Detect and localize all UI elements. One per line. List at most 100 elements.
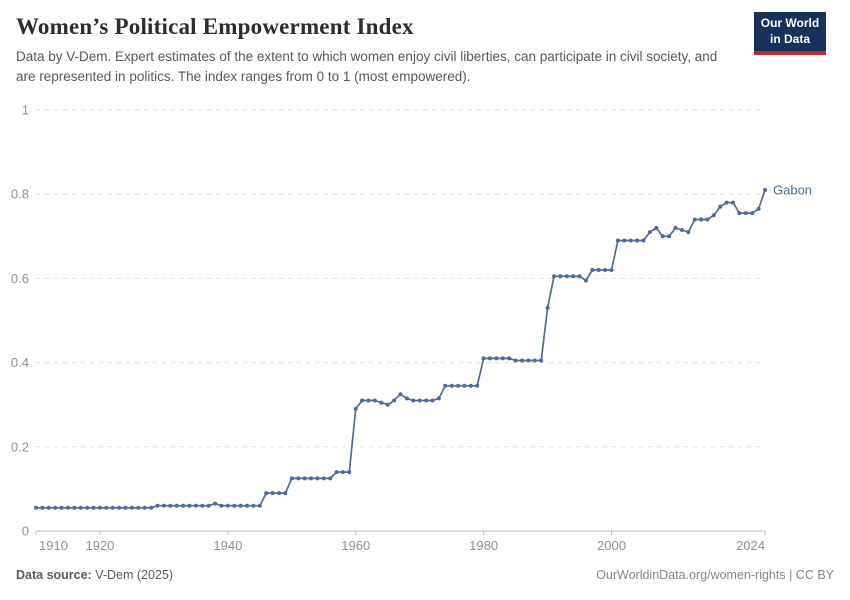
data-point[interactable] xyxy=(321,476,326,481)
data-point[interactable] xyxy=(692,217,697,222)
data-point[interactable] xyxy=(654,225,659,230)
data-point[interactable] xyxy=(404,396,409,401)
data-point[interactable] xyxy=(379,400,384,405)
data-point[interactable] xyxy=(245,503,249,508)
data-point[interactable] xyxy=(174,503,179,508)
data-point[interactable] xyxy=(251,503,256,508)
data-point[interactable] xyxy=(117,505,122,510)
data-point[interactable] xyxy=(475,383,480,388)
data-point[interactable] xyxy=(161,503,166,508)
data-point[interactable] xyxy=(193,503,198,508)
data-point[interactable] xyxy=(302,476,307,481)
data-point[interactable] xyxy=(155,503,160,508)
data-point[interactable] xyxy=(78,505,83,510)
data-point[interactable] xyxy=(424,398,429,403)
data-point[interactable] xyxy=(200,503,205,508)
data-point[interactable] xyxy=(743,211,748,216)
data-point[interactable] xyxy=(711,213,716,218)
data-point[interactable] xyxy=(724,200,729,205)
data-point[interactable] xyxy=(97,505,102,510)
data-point[interactable] xyxy=(526,358,531,363)
data-point[interactable] xyxy=(647,230,652,235)
data-point[interactable] xyxy=(123,505,128,510)
data-point[interactable] xyxy=(232,503,237,508)
data-point[interactable] xyxy=(456,383,461,388)
data-point[interactable] xyxy=(520,358,524,363)
data-point[interactable] xyxy=(756,206,761,211)
data-point[interactable] xyxy=(718,204,723,209)
data-point[interactable] xyxy=(206,503,211,508)
data-point[interactable] xyxy=(564,274,569,279)
data-point[interactable] xyxy=(309,476,313,481)
data-point[interactable] xyxy=(34,505,38,510)
data-point[interactable] xyxy=(110,505,115,510)
data-point[interactable] xyxy=(679,228,684,232)
data-point[interactable] xyxy=(328,476,333,481)
data-point[interactable] xyxy=(334,470,339,475)
data-point[interactable] xyxy=(545,305,550,310)
data-point[interactable] xyxy=(513,358,518,363)
data-point[interactable] xyxy=(417,398,422,403)
data-point[interactable] xyxy=(219,503,224,508)
data-point[interactable] xyxy=(59,505,64,510)
data-point[interactable] xyxy=(257,503,262,508)
data-point[interactable] xyxy=(699,217,704,222)
data-point[interactable] xyxy=(532,358,537,363)
data-point[interactable] xyxy=(142,505,147,510)
data-point[interactable] xyxy=(187,503,192,508)
data-point[interactable] xyxy=(283,491,288,496)
data-point[interactable] xyxy=(583,278,588,283)
data-point[interactable] xyxy=(129,505,134,510)
data-point[interactable] xyxy=(372,398,377,403)
data-point[interactable] xyxy=(673,225,678,230)
data-point[interactable] xyxy=(622,238,627,243)
data-point[interactable] xyxy=(411,398,416,403)
data-point[interactable] xyxy=(596,268,601,272)
data-point[interactable] xyxy=(46,505,51,510)
data-point[interactable] xyxy=(353,406,358,411)
data-point[interactable] xyxy=(443,383,448,388)
data-point[interactable] xyxy=(539,358,544,363)
data-point[interactable] xyxy=(289,476,294,481)
data-point[interactable] xyxy=(737,211,742,216)
data-point[interactable] xyxy=(660,234,665,239)
data-point[interactable] xyxy=(609,268,614,272)
data-point[interactable] xyxy=(385,402,390,407)
data-point[interactable] xyxy=(104,505,109,510)
data-point[interactable] xyxy=(750,211,755,216)
data-point[interactable] xyxy=(53,505,58,510)
data-point[interactable] xyxy=(481,356,486,361)
data-point[interactable] xyxy=(296,476,301,481)
data-point[interactable] xyxy=(91,505,96,510)
data-point[interactable] xyxy=(507,356,512,361)
data-point[interactable] xyxy=(430,398,435,403)
data-point[interactable] xyxy=(558,274,563,279)
data-point[interactable] xyxy=(628,238,633,243)
data-point[interactable] xyxy=(66,505,70,510)
data-point[interactable] xyxy=(347,470,352,475)
data-point[interactable] xyxy=(705,217,710,222)
data-point[interactable] xyxy=(238,503,243,508)
data-point[interactable] xyxy=(449,383,454,388)
data-series-line[interactable] xyxy=(35,189,766,509)
data-point[interactable] xyxy=(181,503,186,508)
data-point[interactable] xyxy=(85,505,90,510)
data-point[interactable] xyxy=(552,274,556,279)
data-point[interactable] xyxy=(615,238,620,243)
data-point[interactable] xyxy=(225,503,230,508)
data-point[interactable] xyxy=(315,476,320,481)
data-point[interactable] xyxy=(136,505,141,510)
data-point[interactable] xyxy=(667,234,672,239)
data-point[interactable] xyxy=(571,274,576,279)
data-point[interactable] xyxy=(366,398,371,403)
data-point[interactable] xyxy=(488,356,492,361)
data-point[interactable] xyxy=(590,268,595,272)
data-point[interactable] xyxy=(360,398,365,403)
data-point[interactable] xyxy=(686,230,691,235)
data-point[interactable] xyxy=(149,505,154,510)
data-point[interactable] xyxy=(270,491,275,496)
data-point[interactable] xyxy=(500,356,505,361)
data-point[interactable] xyxy=(462,383,467,388)
data-point[interactable] xyxy=(468,383,473,388)
data-point[interactable] xyxy=(436,396,441,401)
